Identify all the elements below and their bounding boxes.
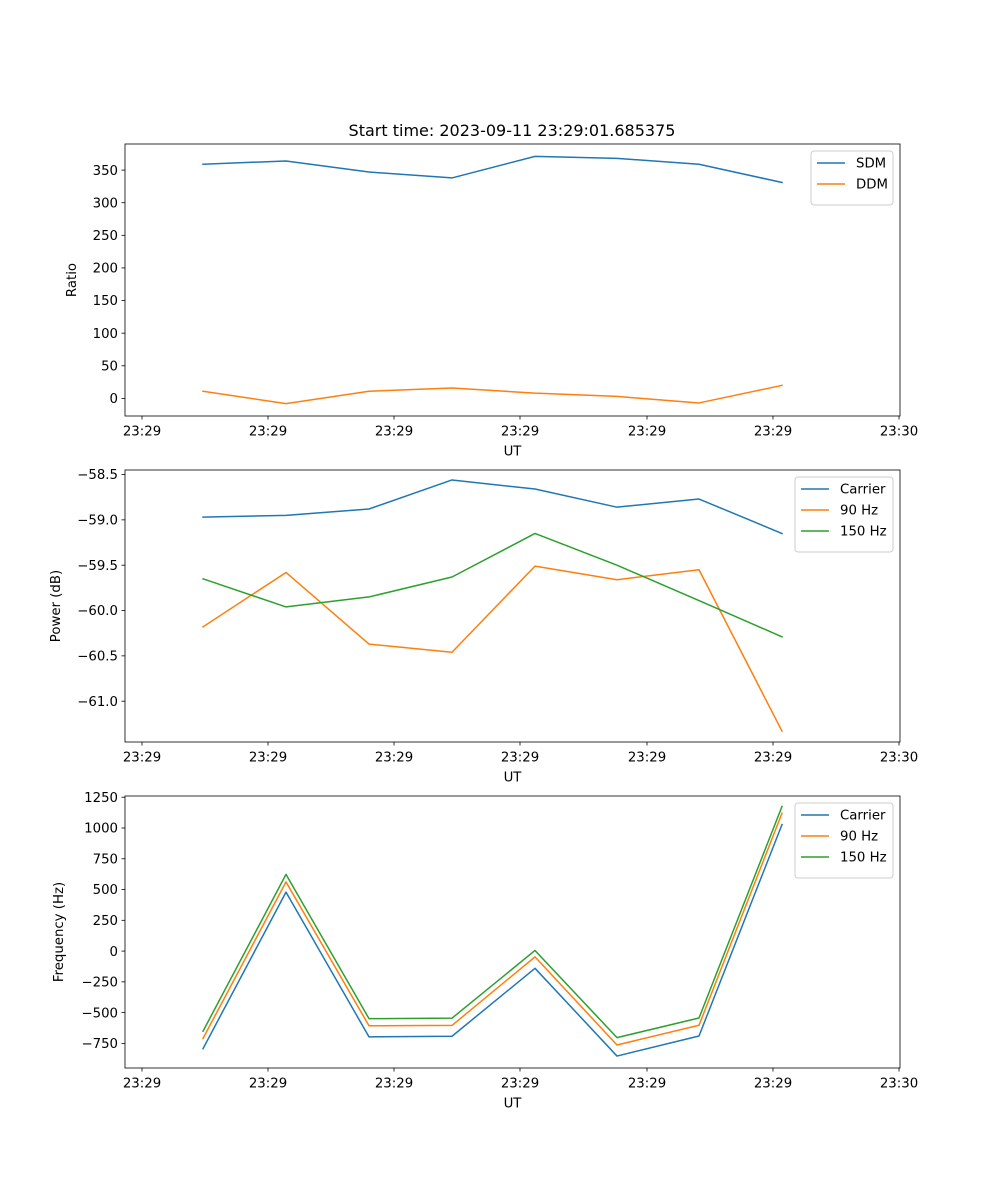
y-tick-label: −250 [81, 976, 118, 991]
legend-entry: SDM [856, 157, 886, 172]
y-tick-label: −59.5 [77, 559, 118, 574]
legend-entry: Carrier [840, 483, 886, 498]
x-tick-label: 23:30 [880, 1077, 918, 1092]
x-tick-label: 23:29 [249, 1077, 287, 1092]
x-tick-label: 23:30 [880, 751, 918, 766]
y-tick-label: 150 [93, 294, 118, 309]
legend-entry: 150 Hz [840, 851, 887, 866]
x-tick-label: 23:29 [123, 751, 161, 766]
legend-box [810, 150, 894, 206]
y-tick-label: −60.0 [77, 604, 118, 619]
x-tick-label: 23:29 [628, 751, 666, 766]
x-axis-label: UT [504, 1097, 523, 1112]
series-line-150-hz [202, 532, 783, 638]
axes-frame [124, 469, 901, 743]
y-axis-label: Ratio [65, 263, 80, 297]
legend-box [794, 802, 894, 879]
chart-panel-2: −61.0 −60.5 −60.0 −59.5 −59.0 −58.5 23:29 23:29… [49, 468, 918, 785]
x-tick-label: 23:30 [880, 425, 918, 440]
y-tick-label: 250 [93, 229, 118, 244]
series-line-ddm [202, 384, 783, 405]
y-tick-label: −60.5 [77, 650, 118, 665]
y-tick-label: 350 [93, 164, 118, 179]
legend-entry: DDM [856, 178, 888, 193]
legend-entry: 90 Hz [840, 830, 878, 845]
x-tick-label: 23:29 [501, 751, 539, 766]
x-tick-label: 23:29 [249, 425, 287, 440]
axes-frame [124, 795, 901, 1069]
x-axis-label: UT [504, 445, 523, 460]
x-tick-label: 23:29 [628, 1077, 666, 1092]
legend-entry: 90 Hz [840, 504, 878, 519]
chart-panel-3: −750 −500 −250 0 250 500 750 1000 1250 23:29 23:29… [52, 791, 918, 1112]
y-tick-label: −500 [81, 1006, 118, 1021]
series-line-90-hz [201, 565, 784, 733]
y-axis-label: Power (dB) [49, 570, 64, 642]
y-tick-label: −750 [81, 1037, 118, 1052]
y-tick-label: −58.5 [77, 468, 118, 483]
axes-frame [124, 143, 901, 417]
x-tick-label: 23:29 [375, 751, 413, 766]
y-tick-label: 100 [93, 327, 118, 342]
x-axis-label: UT [504, 771, 523, 786]
series-line-90-hz [201, 812, 783, 1046]
x-tick-label: 23:29 [375, 1077, 413, 1092]
x-tick-label: 23:29 [249, 751, 287, 766]
series-line-carrier [201, 823, 783, 1057]
series-line-sdm [202, 155, 783, 184]
legend-entry: Carrier [840, 809, 886, 824]
y-tick-label: −59.0 [77, 514, 118, 529]
series-line-150-hz [201, 805, 783, 1039]
y-tick-label: 50 [101, 359, 118, 374]
y-tick-label: 750 [93, 852, 118, 867]
y-tick-label: 200 [93, 262, 118, 277]
x-tick-label: 23:29 [754, 751, 792, 766]
y-tick-label: 1000 [84, 822, 118, 837]
y-tick-label: 300 [93, 196, 118, 211]
x-tick-label: 23:29 [628, 425, 666, 440]
y-tick-label: 0 [110, 945, 118, 960]
series-line-carrier [202, 479, 783, 535]
legend: SDM DDM [810, 150, 894, 206]
y-axis-label: Frequency (Hz) [52, 882, 67, 982]
legend-entry: 150 Hz [840, 525, 887, 540]
legend-box [794, 476, 894, 553]
x-tick-label: 23:29 [123, 1077, 161, 1092]
y-tick-label: 500 [93, 883, 118, 898]
legend: Carrier 90 Hz 150 Hz [794, 802, 894, 879]
legend: Carrier 90 Hz 150 Hz [794, 476, 894, 553]
y-tick-label: 1250 [84, 791, 118, 806]
figure-title: Start time: 2023-09-11 23:29:01.685375 [349, 121, 676, 140]
chart-panel-1: 0 50 100 150 200 250 300 350 23:29 23:29 23:29 23:2… [65, 143, 918, 460]
y-tick-label: −61.0 [77, 695, 118, 710]
x-tick-label: 23:29 [501, 1077, 539, 1092]
y-tick-label: 250 [93, 914, 118, 929]
y-tick-label: 0 [110, 392, 118, 407]
x-tick-label: 23:29 [501, 425, 539, 440]
x-tick-label: 23:29 [754, 425, 792, 440]
x-tick-label: 23:29 [754, 1077, 792, 1092]
x-tick-label: 23:29 [375, 425, 413, 440]
x-tick-label: 23:29 [123, 425, 161, 440]
